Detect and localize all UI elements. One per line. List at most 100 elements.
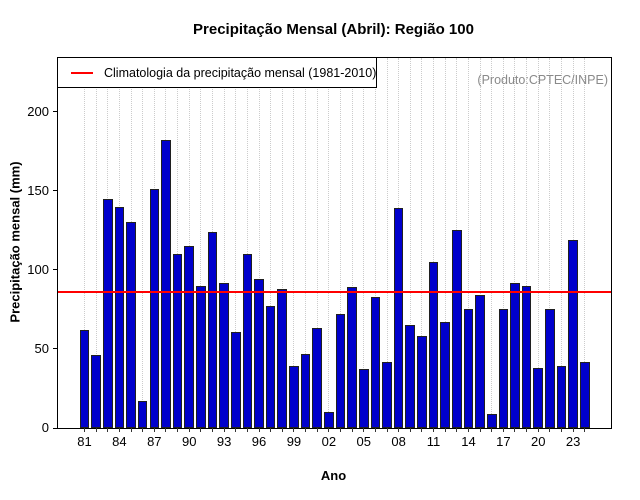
x-tick — [328, 428, 330, 432]
bar-1997 — [265, 306, 276, 428]
year-gridline — [514, 58, 516, 428]
x-tick — [165, 428, 167, 432]
bar-1986 — [137, 401, 148, 428]
bar-1989 — [172, 254, 183, 428]
y-tick-label: 50 — [34, 340, 49, 356]
x-tick — [572, 428, 574, 432]
x-tick — [107, 428, 109, 432]
year-gridline — [526, 58, 528, 428]
year-gridline — [584, 58, 586, 428]
x-tick — [433, 428, 435, 432]
y-tick — [53, 269, 58, 271]
x-tick — [514, 428, 516, 432]
x-tick — [467, 428, 469, 432]
year-gridline — [386, 58, 388, 428]
bar-2015 — [475, 295, 485, 428]
bar-1985 — [126, 222, 136, 428]
bar-1987 — [149, 189, 160, 428]
year-gridline — [549, 58, 551, 428]
bar-1995 — [242, 254, 253, 428]
x-tick — [363, 428, 365, 432]
x-tick — [479, 428, 481, 432]
x-tick — [246, 428, 248, 432]
bar-2022 — [556, 366, 567, 428]
x-tick — [444, 428, 446, 432]
y-tick-label: 0 — [41, 420, 49, 435]
bar-1994 — [230, 332, 241, 428]
legend-box: Climatologia da precipitação mensal (198… — [57, 57, 377, 88]
year-gridline — [409, 58, 411, 428]
x-tick — [281, 428, 283, 432]
bar-2002 — [324, 412, 334, 428]
year-gridline — [374, 58, 376, 428]
year-gridline — [316, 58, 318, 428]
bar-1984 — [114, 207, 125, 428]
x-tick — [374, 428, 376, 432]
bar-1993 — [219, 283, 229, 428]
x-tick-label: 90 — [181, 434, 197, 449]
x-tick — [316, 428, 318, 432]
x-tick — [339, 428, 341, 432]
x-tick — [409, 428, 411, 432]
x-tick-label: 93 — [216, 434, 232, 449]
year-gridline — [467, 58, 469, 428]
bar-2009 — [405, 325, 416, 428]
x-tick — [491, 428, 493, 432]
year-gridline — [258, 58, 260, 428]
bar-1992 — [207, 232, 218, 428]
x-tick — [118, 428, 120, 432]
bar-2024 — [580, 362, 590, 428]
y-tick — [53, 427, 58, 429]
bar-1996 — [254, 279, 264, 428]
bar-2004 — [347, 287, 357, 428]
bar-1998 — [277, 289, 288, 428]
year-gridline — [561, 58, 563, 428]
x-tick-label: 20 — [531, 434, 546, 449]
x-tick-label: 14 — [461, 434, 476, 449]
year-gridline — [270, 58, 272, 428]
x-tick — [386, 428, 388, 432]
bar-2021 — [545, 309, 555, 428]
product-watermark: (Produto:CPTEC/INPE) — [477, 73, 608, 87]
x-tick-label: 02 — [321, 434, 337, 449]
bar-2012 — [440, 322, 450, 428]
x-tick-label: 05 — [356, 434, 371, 449]
x-tick — [211, 428, 213, 432]
x-tick — [549, 428, 551, 432]
year-gridline — [537, 58, 539, 428]
year-gridline — [223, 58, 225, 428]
legend-line-sample — [71, 71, 93, 74]
year-gridline — [444, 58, 446, 428]
y-tick-label: 100 — [27, 261, 49, 277]
x-tick — [351, 428, 353, 432]
bar-2010 — [417, 336, 427, 428]
year-gridline — [433, 58, 435, 428]
legend-label: Climatologia da precipitação mensal (198… — [104, 65, 377, 80]
x-tick — [84, 428, 85, 432]
x-tick — [130, 428, 132, 432]
bar-2008 — [393, 208, 404, 428]
x-tick — [258, 428, 260, 432]
x-tick-label: 08 — [391, 434, 406, 449]
bar-1990 — [184, 246, 194, 428]
bar-1981 — [79, 330, 90, 428]
y-tick — [53, 111, 58, 113]
year-gridline — [305, 58, 307, 428]
x-tick-label: 87 — [147, 434, 162, 449]
x-tick — [188, 428, 190, 432]
bar-2020 — [533, 368, 544, 428]
bar-2001 — [312, 328, 322, 428]
year-gridline — [188, 58, 190, 428]
year-gridline — [421, 58, 423, 428]
x-tick — [421, 428, 423, 432]
climatology-line — [58, 291, 611, 294]
x-tick — [177, 428, 179, 432]
x-tick-label: 96 — [251, 434, 267, 449]
x-tick — [270, 428, 272, 432]
year-gridline — [200, 58, 202, 428]
y-tick — [53, 348, 58, 350]
x-tick — [398, 428, 400, 432]
bar-2011 — [428, 262, 439, 428]
x-tick — [223, 428, 225, 432]
bar-2013 — [452, 230, 462, 428]
